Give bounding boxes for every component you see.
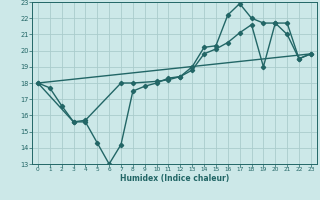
X-axis label: Humidex (Indice chaleur): Humidex (Indice chaleur) — [120, 174, 229, 183]
